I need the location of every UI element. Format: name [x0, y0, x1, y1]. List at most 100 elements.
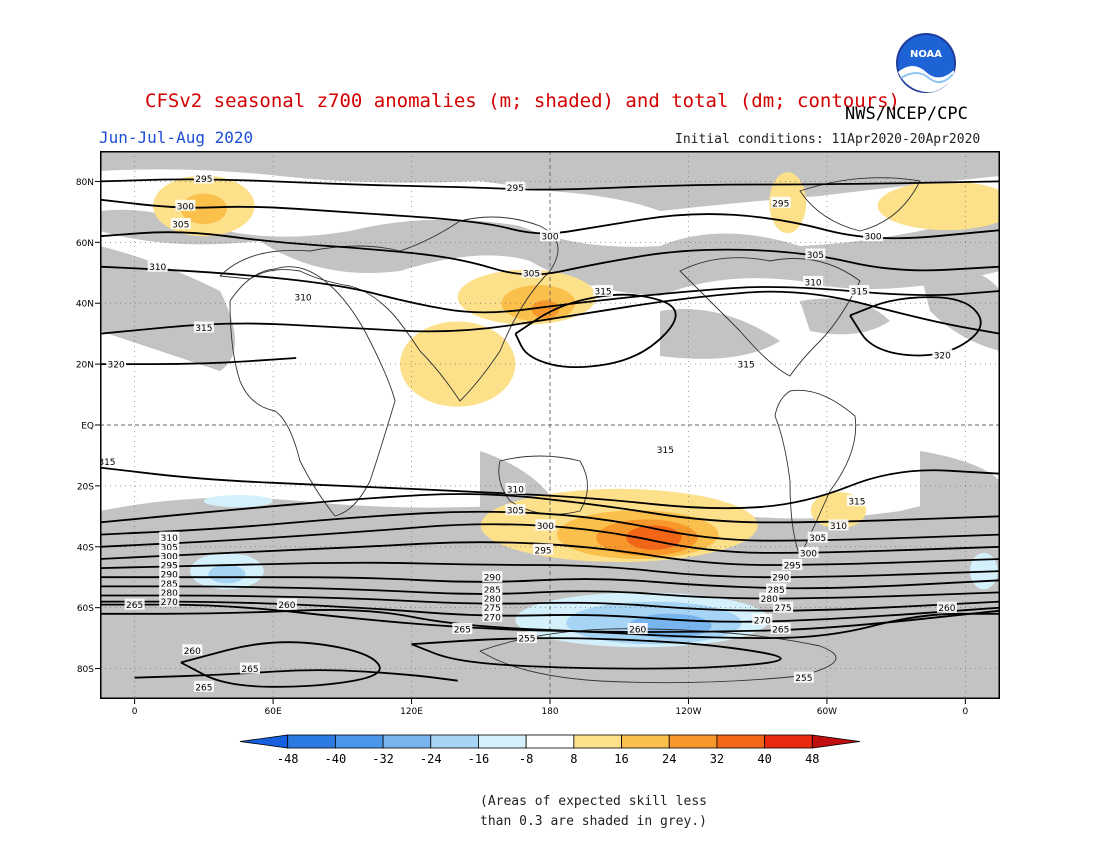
colorbar-tick-label: 40	[757, 752, 771, 766]
contour-label: 260	[938, 604, 955, 614]
lon-label: 180	[541, 707, 558, 717]
contour-label-background	[782, 559, 803, 571]
contour-label: 300	[161, 552, 178, 562]
contour-label-background	[936, 601, 957, 613]
contour-line-255	[411, 637, 782, 670]
contour-label-background	[100, 455, 117, 467]
contour-label-background	[505, 504, 526, 516]
contour-label: 315	[594, 288, 611, 298]
contour-label-background	[170, 218, 191, 230]
contour-label-background	[293, 291, 314, 303]
contour-label: 280	[761, 595, 778, 605]
contour-label-background	[240, 662, 260, 674]
contour-label: 280	[161, 589, 178, 599]
contour-label: 315	[657, 446, 674, 456]
contour-label: 315	[848, 498, 865, 508]
colorbar-swatch	[382, 734, 432, 749]
colorbar-swatch	[716, 734, 766, 749]
noaa-logo-text: NOAA	[910, 49, 942, 60]
lat-axis: 80N 60N 40N 20N EQ 20S 40S 60S 80S	[76, 178, 100, 675]
contour-label: 310	[294, 294, 311, 304]
lon-label: 0	[963, 707, 969, 717]
contour-label-background	[803, 275, 824, 287]
colorbar-swatch	[287, 734, 336, 749]
lat-label: 20N	[76, 361, 94, 371]
contour-label-background	[276, 598, 297, 610]
contour-label-background	[846, 495, 867, 507]
contour-label-background	[159, 559, 180, 571]
colorbar-swatch	[525, 734, 575, 749]
contour-label-background	[482, 601, 503, 613]
contour-label: 315	[738, 361, 755, 371]
contour-label-background	[516, 632, 537, 644]
colorbar-swatch	[811, 734, 861, 749]
contour-line-300	[100, 523, 1000, 554]
contour-label: 260	[184, 647, 201, 657]
contour-label: 290	[161, 571, 178, 581]
africa-coast	[229, 266, 396, 517]
contour-label-background	[482, 610, 503, 622]
antarctica-coast	[479, 628, 837, 684]
contour-line-260	[100, 609, 1000, 640]
colorbar-tick-label: -24	[420, 752, 442, 766]
colorbar-tick-label: -48	[277, 752, 299, 766]
contour-line-310	[100, 493, 1000, 524]
contour-label-background	[159, 595, 180, 607]
lon-label: 120W	[675, 707, 701, 717]
contour-label-background	[521, 266, 542, 278]
contour-label: 265	[241, 665, 258, 675]
contour-label: 300	[541, 233, 558, 243]
contour-label-background	[770, 622, 791, 634]
contour-line-320	[514, 293, 677, 369]
colorbar-swatch	[573, 734, 622, 749]
contour-label: 310	[507, 485, 524, 495]
contour-label: 265	[195, 683, 212, 693]
contour-label-background	[505, 181, 526, 193]
lat-label: 80S	[77, 665, 94, 675]
anomaly-patch	[400, 321, 516, 407]
contour-line-305	[100, 231, 1000, 276]
contour-label: 285	[768, 586, 785, 596]
contour-label: 265	[454, 625, 471, 635]
contour-line-260	[180, 641, 381, 688]
anomaly-patch	[208, 565, 246, 584]
colorbar-tick-label: 48	[805, 752, 819, 766]
contour-label: 255	[518, 635, 535, 645]
lon-label: 0	[132, 707, 138, 717]
map-frame	[100, 151, 1000, 699]
contour-label-background	[193, 680, 214, 692]
contour-label-background	[793, 671, 814, 683]
contour-label: 270	[161, 598, 178, 608]
season-label: Jun-Jul-Aug 2020	[99, 128, 254, 147]
colorbar-swatch	[764, 734, 813, 749]
contour-label-background	[535, 519, 556, 531]
contour-line-290	[100, 561, 1000, 579]
colorbar-swatch	[430, 734, 479, 749]
colorbar-tick-label: 16	[614, 752, 628, 766]
colorbar-tick-label: -16	[468, 752, 490, 766]
colorbar-tick-label: 32	[710, 752, 724, 766]
contour-label-background	[159, 586, 180, 598]
contour-label-background	[766, 583, 787, 595]
contour-label-background	[593, 285, 614, 297]
contour-label-background	[159, 549, 180, 561]
contour-label: 295	[195, 175, 212, 185]
contour-label-background	[798, 546, 819, 558]
colorbar-tick-label: -40	[325, 752, 347, 766]
contour-label: 275	[484, 604, 501, 614]
contour-label: 260	[629, 625, 646, 635]
lon-label: 60W	[817, 707, 837, 717]
contour-label-background	[770, 196, 791, 208]
page-title: CFSv2 seasonal z700 anomalies (m; shaded…	[145, 90, 900, 112]
contour-label-background	[452, 622, 473, 634]
footnote-line-2: than 0.3 are shaded in grey.)	[480, 814, 707, 829]
contour-label: 270	[754, 616, 771, 626]
contour-label-background	[482, 592, 503, 604]
contour-label: 300	[864, 233, 881, 243]
contour-line-300	[100, 198, 1000, 240]
lat-label: 40N	[76, 300, 94, 310]
colorbar-swatch	[239, 734, 289, 749]
contour-line-305	[100, 510, 1000, 542]
contour-label-background	[193, 321, 214, 333]
